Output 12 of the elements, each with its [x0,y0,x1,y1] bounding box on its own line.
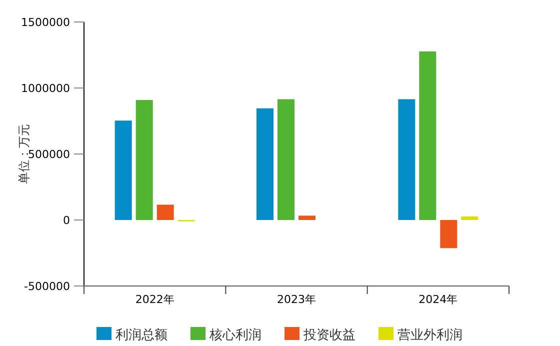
legend-label: 投资收益 [302,328,356,343]
y-tick-label: -500000 [24,280,70,293]
x-tick-label: 2023年 [277,293,316,306]
y-tick-label: 500000 [28,148,70,161]
y-tick-label: 0 [63,214,70,227]
y-tick-label: 1500000 [21,16,70,29]
legend-label: 营业外利润 [398,328,462,343]
legend-label: 利润总额 [116,328,168,343]
legend-label: 核心利润 [208,327,262,343]
y-tick-label: 1000000 [21,82,70,95]
x-tick-label: 2022年 [135,293,174,306]
x-tick-label: 2024年 [418,293,458,306]
